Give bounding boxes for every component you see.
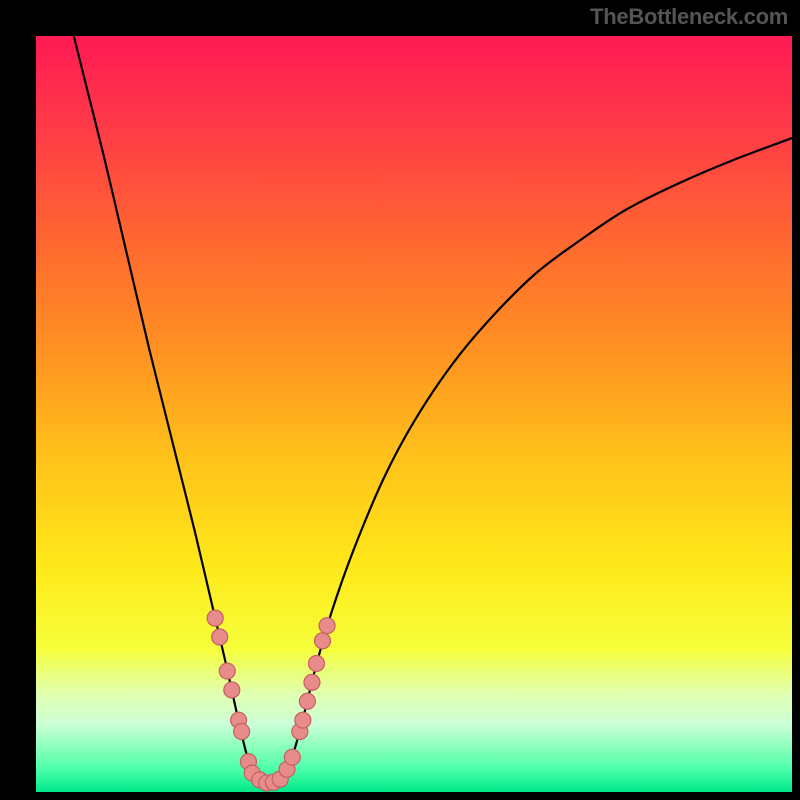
curve-marker — [219, 663, 235, 679]
curve-marker — [299, 693, 315, 709]
curve-marker — [319, 618, 335, 634]
gradient-background — [36, 36, 792, 792]
curve-marker — [315, 633, 331, 649]
curve-marker — [295, 712, 311, 728]
curve-marker — [284, 749, 300, 765]
curve-marker — [308, 655, 324, 671]
bottleneck-chart-svg — [36, 36, 792, 792]
curve-marker — [207, 610, 223, 626]
plot-area — [36, 36, 792, 792]
curve-marker — [234, 724, 250, 740]
curve-marker — [304, 674, 320, 690]
watermark-text: TheBottleneck.com — [590, 4, 788, 30]
curve-marker — [212, 629, 228, 645]
curve-marker — [224, 682, 240, 698]
